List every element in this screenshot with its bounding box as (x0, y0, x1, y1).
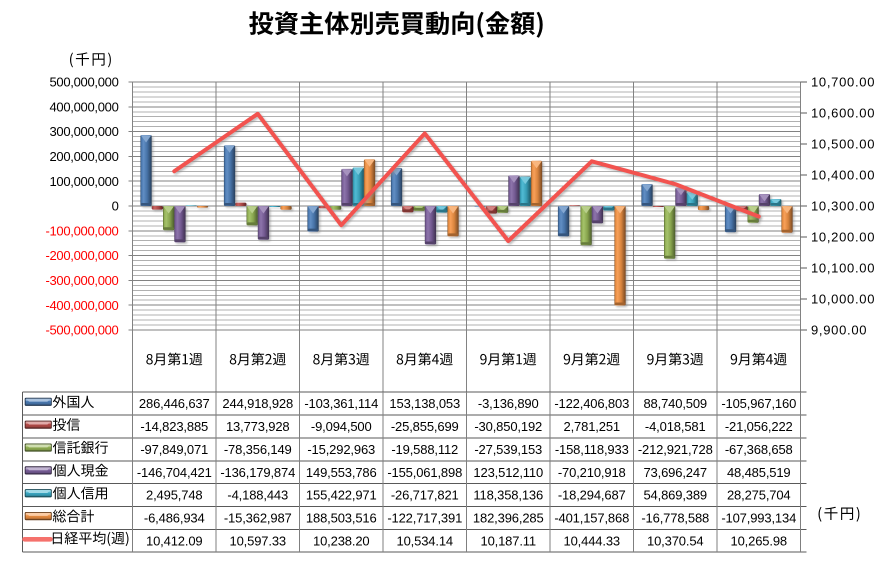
svg-text:10,238.20: 10,238.20 (313, 533, 369, 548)
svg-text:-16,778,588: -16,778,588 (641, 511, 709, 526)
svg-text:-70,210,918: -70,210,918 (558, 465, 626, 480)
svg-text:10,370.54: 10,370.54 (647, 533, 703, 548)
svg-text:-15,362,987: -15,362,987 (224, 511, 292, 526)
svg-text:10,600.00: 10,600.00 (811, 106, 875, 121)
svg-text:-100,000,000: -100,000,000 (45, 223, 118, 238)
svg-text:10,400.00: 10,400.00 (811, 168, 875, 183)
svg-text:-300,000,000: -300,000,000 (45, 273, 118, 288)
svg-text:10,000.00: 10,000.00 (811, 292, 875, 307)
svg-text:10,597.33: 10,597.33 (230, 533, 286, 548)
svg-text:10,500.00: 10,500.00 (811, 137, 875, 152)
svg-text:300,000,000: 300,000,000 (50, 124, 119, 139)
svg-text:0: 0 (112, 199, 119, 214)
svg-text:182,396,285: 182,396,285 (473, 511, 544, 526)
svg-text:-4,018,581: -4,018,581 (645, 419, 706, 434)
svg-text:-30,850,192: -30,850,192 (474, 419, 542, 434)
svg-text:-25,855,699: -25,855,699 (391, 419, 459, 434)
svg-text:-158,118,933: -158,118,933 (555, 442, 629, 457)
svg-text:155,422,971: 155,422,971 (306, 488, 377, 503)
svg-text:-401,157,868: -401,157,868 (554, 511, 629, 526)
svg-text:10,200.00: 10,200.00 (811, 230, 875, 245)
svg-text:286,446,637: 286,446,637 (139, 396, 210, 411)
svg-text:13,773,928: 13,773,928 (226, 419, 290, 434)
svg-text:-14,823,885: -14,823,885 (140, 419, 208, 434)
svg-text:149,553,786: 149,553,786 (306, 465, 377, 480)
svg-text:-6,486,934: -6,486,934 (144, 511, 205, 526)
svg-text:9,900.00: 9,900.00 (811, 323, 867, 338)
svg-text:-155,061,898: -155,061,898 (387, 465, 462, 480)
svg-text:-107,993,134: -107,993,134 (721, 511, 796, 526)
svg-text:118,358,136: 118,358,136 (473, 488, 543, 503)
svg-text:100,000,000: 100,000,000 (50, 174, 119, 189)
svg-text:-26,717,821: -26,717,821 (391, 488, 459, 503)
svg-text:73,696,247: 73,696,247 (643, 465, 707, 480)
svg-text:-18,294,687: -18,294,687 (558, 488, 626, 503)
svg-text:-105,967,160: -105,967,160 (721, 396, 796, 411)
svg-text:10,300.00: 10,300.00 (811, 199, 875, 214)
svg-text:153,138,053: 153,138,053 (389, 396, 460, 411)
svg-text:-78,356,149: -78,356,149 (224, 442, 292, 457)
svg-text:88,740,509: 88,740,509 (643, 396, 707, 411)
svg-text:-21,056,222: -21,056,222 (725, 419, 793, 434)
svg-text:-122,717,391: -122,717,391 (387, 511, 462, 526)
svg-text:10,412.09: 10,412.09 (146, 533, 202, 548)
svg-text:-15,292,963: -15,292,963 (307, 442, 375, 457)
svg-text:200,000,000: 200,000,000 (50, 149, 119, 164)
svg-text:-400,000,000: -400,000,000 (45, 298, 118, 313)
svg-text:-3,136,890: -3,136,890 (478, 396, 539, 411)
svg-text:-136,179,874: -136,179,874 (220, 465, 295, 480)
svg-text:2,495,748: 2,495,748 (146, 488, 202, 503)
svg-text:400,000,000: 400,000,000 (50, 99, 119, 114)
svg-text:-27,539,153: -27,539,153 (474, 442, 542, 457)
svg-text:48,485,519: 48,485,519 (727, 465, 791, 480)
svg-text:10,265.98: 10,265.98 (731, 533, 787, 548)
svg-text:-500,000,000: -500,000,000 (45, 323, 118, 338)
svg-text:10,100.00: 10,100.00 (811, 261, 875, 276)
svg-text:2,781,251: 2,781,251 (564, 419, 620, 434)
svg-text:-200,000,000: -200,000,000 (45, 248, 118, 263)
svg-text:-97,849,071: -97,849,071 (140, 442, 208, 457)
svg-text:54,869,389: 54,869,389 (643, 488, 707, 503)
svg-text:-19,588,112: -19,588,112 (391, 442, 458, 457)
svg-text:-122,406,803: -122,406,803 (554, 396, 629, 411)
svg-text:188,503,516: 188,503,516 (306, 511, 377, 526)
svg-text:10,187.11: 10,187.11 (480, 533, 536, 548)
svg-text:-67,368,658: -67,368,658 (725, 442, 793, 457)
svg-text:-9,094,500: -9,094,500 (311, 419, 372, 434)
svg-text:244,918,928: 244,918,928 (222, 396, 293, 411)
svg-text:-212,921,728: -212,921,728 (638, 442, 713, 457)
svg-text:10,700.00: 10,700.00 (811, 75, 875, 90)
svg-text:10,444.33: 10,444.33 (564, 533, 620, 548)
svg-text:28,275,704: 28,275,704 (727, 488, 791, 503)
svg-text:-103,361,114: -103,361,114 (304, 396, 378, 411)
svg-text:500,000,000: 500,000,000 (50, 75, 119, 90)
svg-text:-146,704,421: -146,704,421 (137, 465, 212, 480)
svg-text:123,512,110: 123,512,110 (473, 465, 543, 480)
svg-text:-4,188,443: -4,188,443 (227, 488, 288, 503)
svg-text:10,534.14: 10,534.14 (397, 533, 453, 548)
